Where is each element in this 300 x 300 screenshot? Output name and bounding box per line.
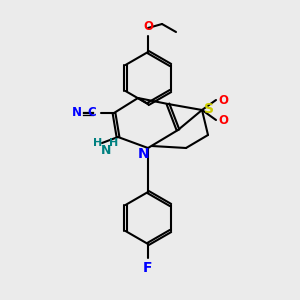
Text: N: N [101,143,111,157]
Text: N: N [72,106,82,119]
Text: S: S [204,102,214,116]
Text: C: C [87,106,96,119]
Text: H: H [93,138,103,148]
Text: F: F [143,261,153,275]
Text: H: H [110,138,118,148]
Text: N: N [138,147,150,161]
Text: O: O [143,20,153,33]
Text: O: O [218,94,228,106]
Text: O: O [218,113,228,127]
